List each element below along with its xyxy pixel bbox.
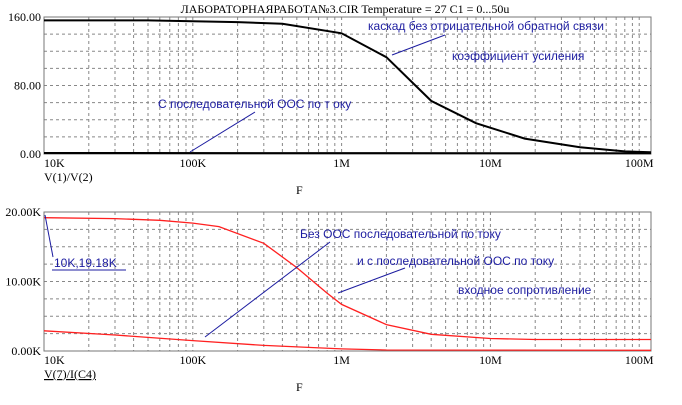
x-tick-label: 100K — [179, 156, 206, 170]
marker-label[interactable]: 10K,19.18K — [54, 256, 117, 270]
x-tick-label: 100M — [625, 353, 654, 367]
annotation-arrow — [391, 34, 446, 56]
x-tick-label: 10K — [44, 156, 65, 170]
annotation-series-fb: С последовательной ООС по т оку — [158, 97, 351, 111]
annotation-arrow — [204, 241, 331, 338]
annotation-no-feedback: каскад без отрицательной обратной связи — [368, 19, 604, 33]
series-line — [43, 330, 652, 351]
annotation-arrow — [189, 111, 256, 153]
gain-plot: 10K 100K 1M 10M 100M 0.00 80.00 160.00 V(1)/V(2)… — [8, 10, 654, 197]
x-tick-label: 10K — [44, 353, 65, 367]
series-line — [44, 19, 652, 154]
x-axis-label: F — [296, 380, 303, 394]
x-tick-label: 10M — [479, 353, 502, 367]
y-tick-label: 80.00 — [14, 79, 41, 93]
impedance-plot: 10K 100K 1M 10M 100M 0.00K 10.00K 20.00K V(7)/I(… — [5, 205, 654, 394]
plot-frame — [43, 211, 652, 352]
annotation-input-resistance: входное сопротивление — [458, 283, 592, 297]
y-axis-label[interactable]: V(7)/I(C4) — [44, 367, 96, 381]
x-axis-label: F — [296, 183, 303, 197]
y-tick-label: 20.00K — [5, 205, 41, 219]
x-tick-label: 1M — [333, 353, 350, 367]
x-tick-label: 100K — [179, 353, 206, 367]
marker-arrow — [44, 214, 54, 258]
x-tick-label: 100M — [625, 156, 654, 170]
y-tick-label: 160.00 — [8, 10, 41, 24]
x-tick-label: 10M — [479, 156, 502, 170]
y-axis-label[interactable]: V(1)/V(2) — [44, 170, 93, 184]
annotation-arrow — [337, 267, 406, 294]
x-tick-label: 1M — [333, 156, 350, 170]
annotation-no-oos: Без ООС последовательной по току — [300, 227, 501, 241]
y-tick-label: 0.00 — [20, 147, 41, 161]
series-line — [43, 217, 651, 341]
y-tick-label: 0.00K — [11, 344, 41, 358]
annotation-with-oos: и с последовательной ООС по току — [357, 254, 554, 268]
y-tick-label: 10.00K — [5, 275, 41, 289]
chart-title: ЛАБОРАТОРНАЯРАБОТА№3.CIR Temperature = 2… — [181, 2, 510, 16]
annotation-gain: коэффициент усиления — [452, 49, 584, 63]
